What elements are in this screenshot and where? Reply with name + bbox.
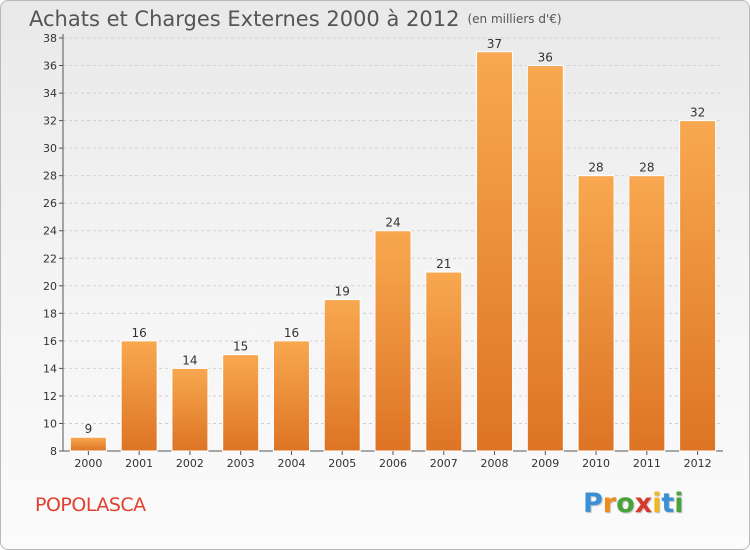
data-label-2008: 37: [487, 37, 502, 51]
x-tick-label-2012: 2012: [684, 457, 712, 470]
bar-2002: [171, 367, 209, 452]
data-label-2001: 16: [132, 326, 147, 340]
y-tick-label: 16: [43, 335, 57, 348]
logo-letter: t: [661, 488, 675, 519]
data-label-2004: 16: [284, 326, 299, 340]
data-label-2005: 19: [335, 285, 350, 299]
y-tick-label: 34: [43, 87, 57, 100]
y-tick-label: 36: [43, 60, 57, 73]
logo-letter: o: [616, 488, 635, 519]
proxiti-logo: Proxiti: [583, 488, 684, 519]
x-tick-label-2011: 2011: [633, 457, 661, 470]
y-tick-label: 12: [43, 390, 57, 403]
data-label-2006: 24: [385, 216, 400, 230]
logo-letter: P: [583, 488, 603, 519]
data-label-2007: 21: [436, 257, 451, 271]
bar-2007: [425, 271, 463, 452]
y-tick-label: 28: [43, 170, 57, 183]
y-tick-label: 18: [43, 307, 57, 320]
logo-letter: i: [674, 488, 684, 519]
bar-2012: [679, 120, 717, 452]
bar-2008: [476, 51, 514, 452]
bar-2003: [222, 354, 260, 452]
x-tick-label-2001: 2001: [125, 457, 153, 470]
data-label-2012: 32: [690, 106, 705, 120]
y-tick-label: 8: [50, 445, 57, 458]
y-tick-label: 32: [43, 115, 57, 128]
y-tick-label: 20: [43, 280, 57, 293]
bar-2005: [323, 299, 361, 452]
x-tick-label-2003: 2003: [227, 457, 255, 470]
bar-2000: [69, 436, 107, 452]
chart-title: Achats et Charges Externes 2000 à 2012 (e…: [29, 7, 562, 31]
x-tick-label-2002: 2002: [176, 457, 204, 470]
y-tick-label: 22: [43, 252, 57, 265]
logo-letter: r: [602, 488, 617, 519]
x-tick-label-2005: 2005: [328, 457, 356, 470]
x-tick-label-2008: 2008: [481, 457, 509, 470]
logo-letter: i: [652, 488, 662, 519]
x-tick-label-2009: 2009: [531, 457, 559, 470]
y-tick-label: 24: [43, 225, 57, 238]
data-label-2011: 28: [639, 161, 654, 175]
x-tick-label-2010: 2010: [582, 457, 610, 470]
town-name: POPOLASCA: [35, 494, 146, 516]
bar-2011: [628, 175, 666, 452]
x-tick-label-2006: 2006: [379, 457, 407, 470]
chart-title-text: Achats et Charges Externes 2000 à 2012: [29, 7, 460, 31]
bar-2006: [374, 230, 412, 452]
bar-2010: [577, 175, 615, 452]
y-tick-label: 10: [43, 417, 57, 430]
data-label-2000: 9: [85, 422, 93, 436]
x-tick-label-2000: 2000: [74, 457, 102, 470]
data-label-2010: 28: [588, 161, 603, 175]
data-label-2002: 14: [182, 353, 197, 367]
data-label-2003: 15: [233, 340, 248, 354]
x-tick-label-2007: 2007: [430, 457, 458, 470]
y-tick-label: 26: [43, 197, 57, 210]
y-tick-label: 14: [43, 362, 57, 375]
data-label-2009: 36: [538, 51, 553, 65]
logo-letter: x: [634, 488, 653, 519]
y-tick-label: 38: [43, 32, 57, 45]
x-tick-label-2004: 2004: [277, 457, 305, 470]
y-tick-label: 30: [43, 142, 57, 155]
chart-unit: (en milliers d'€): [467, 12, 562, 26]
bar-2009: [526, 65, 564, 452]
bar-2004: [272, 340, 310, 452]
bar-2001: [120, 340, 158, 452]
